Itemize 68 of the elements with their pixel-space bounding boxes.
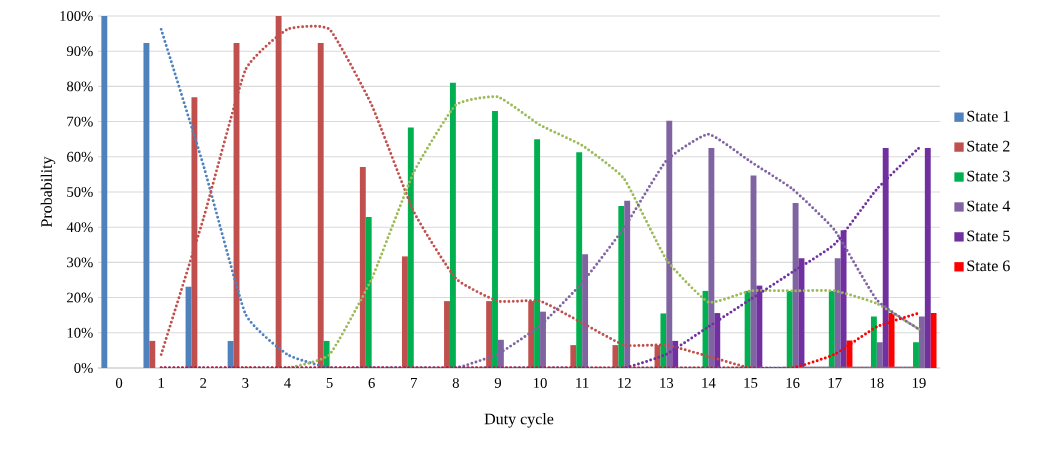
x-tick-label: 11 xyxy=(576,378,589,388)
y-tick-label: 10% xyxy=(67,327,93,338)
bar xyxy=(660,313,667,368)
x-tick-label: 10 xyxy=(534,378,547,388)
bar xyxy=(227,340,234,368)
legend-label: State 6 xyxy=(967,260,1010,272)
bar xyxy=(876,342,883,368)
x-axis-title: Duty cycle xyxy=(484,413,554,428)
x-tick-label: 3 xyxy=(242,378,249,388)
x-tick-label: 15 xyxy=(744,378,758,388)
y-tick-label: 90% xyxy=(66,46,93,57)
x-tick-label: 6 xyxy=(368,378,375,388)
bar xyxy=(492,111,498,368)
line-series xyxy=(159,311,921,368)
bar xyxy=(359,167,366,368)
x-tick-label: 2 xyxy=(200,378,207,388)
y-tick-label: 30% xyxy=(67,257,93,268)
y-tick-label: 40% xyxy=(66,222,93,233)
y-tick-label: 100% xyxy=(60,11,93,21)
x-tick-label: 8 xyxy=(452,378,459,388)
bar xyxy=(570,345,577,368)
legend-label: State 2 xyxy=(967,140,1010,152)
bar xyxy=(143,43,150,368)
x-tick-label: 4 xyxy=(284,378,291,388)
line-series xyxy=(243,95,921,368)
x-tick-label: 1 xyxy=(158,378,164,388)
y-tick-label: 70% xyxy=(67,116,93,127)
x-tick-label: 14 xyxy=(702,378,716,388)
bar xyxy=(576,152,583,368)
bar xyxy=(792,202,799,368)
bar xyxy=(149,340,156,368)
bar xyxy=(924,147,931,368)
bar xyxy=(401,256,408,368)
x-tick-label: 17 xyxy=(828,378,842,388)
legend-label: State 1 xyxy=(967,110,1010,122)
bar xyxy=(744,290,751,368)
y-tick-label: 80% xyxy=(66,81,93,92)
bar xyxy=(870,316,877,368)
bar xyxy=(444,301,450,368)
bar xyxy=(828,290,835,368)
bar xyxy=(618,206,625,368)
y-tick-label: 0% xyxy=(74,363,93,373)
x-tick-label: 7 xyxy=(411,378,417,388)
y-tick-label: 50% xyxy=(67,187,93,197)
bar xyxy=(708,147,715,368)
x-tick-label: 9 xyxy=(494,378,502,388)
x-tick-label: 13 xyxy=(660,378,674,388)
x-tick-label: 19 xyxy=(912,378,926,388)
bar xyxy=(317,43,324,368)
x-tick-label: 12 xyxy=(618,378,631,388)
bar xyxy=(365,216,372,368)
bar xyxy=(834,258,841,368)
bar xyxy=(534,139,541,368)
x-tick-label: 18 xyxy=(870,378,884,388)
x-tick-label: 0 xyxy=(115,378,123,388)
y-tick-label: 20% xyxy=(67,292,93,303)
bar xyxy=(913,342,919,368)
bar xyxy=(449,82,456,368)
bar xyxy=(786,290,793,368)
bar xyxy=(101,15,108,368)
legend-label: State 3 xyxy=(967,170,1010,182)
x-tick-label: 5 xyxy=(326,378,333,388)
y-axis-title: Probability xyxy=(40,156,56,228)
legend-label: State 4 xyxy=(967,200,1011,212)
y-tick-label: 60% xyxy=(67,151,93,162)
x-tick-label: 16 xyxy=(786,378,800,388)
legend-label: State 5 xyxy=(967,230,1010,242)
bar xyxy=(407,127,414,368)
